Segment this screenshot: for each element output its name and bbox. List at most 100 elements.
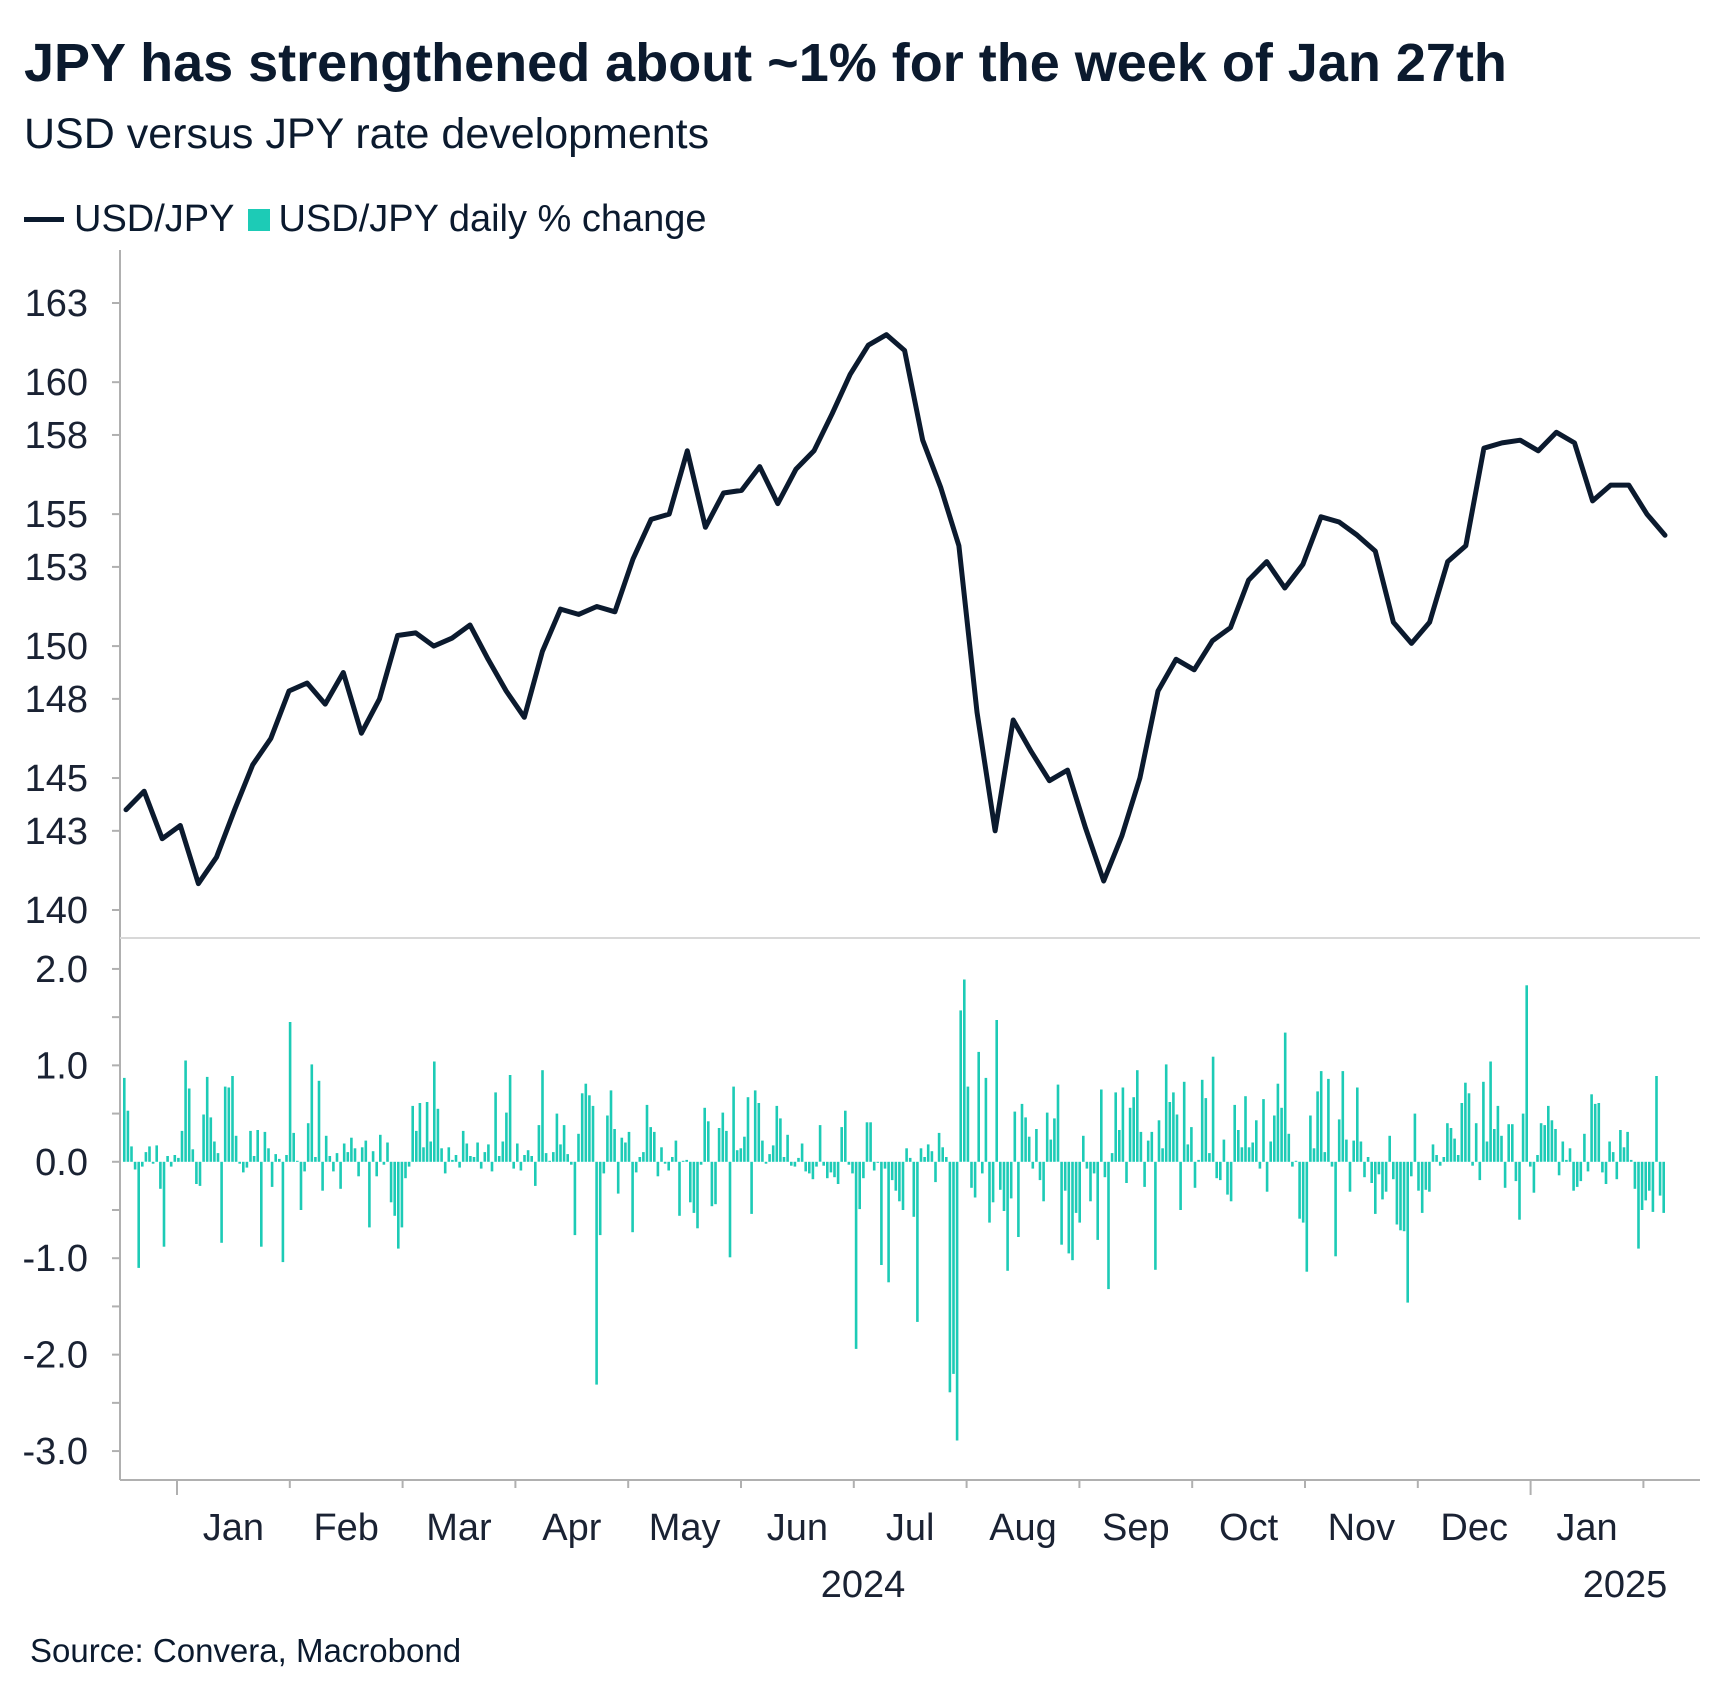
- daily-change-bar: [1337, 1119, 1341, 1162]
- daily-change-bar: [292, 1132, 295, 1162]
- daily-change-bar: [937, 1132, 941, 1162]
- daily-change-bar: [397, 1161, 400, 1249]
- daily-change-bar: [1655, 1076, 1658, 1162]
- daily-change-bar: [653, 1131, 656, 1162]
- daily-change-bar: [1420, 1161, 1424, 1213]
- daily-change-bar: [1175, 1114, 1179, 1162]
- daily-change-bar: [548, 1160, 551, 1162]
- daily-change-bar: [267, 1148, 270, 1162]
- daily-change-bar: [245, 1161, 249, 1168]
- daily-change-bar: [854, 1161, 858, 1349]
- bar-series: [123, 979, 1665, 1441]
- daily-change-bar: [400, 1161, 404, 1228]
- daily-change-bar: [1485, 1141, 1489, 1162]
- daily-change-bar: [624, 1142, 627, 1162]
- year-label: 2024: [821, 1564, 906, 1606]
- daily-change-bar: [779, 1118, 782, 1162]
- daily-change-bar: [1529, 1161, 1532, 1167]
- daily-change-bar: [1525, 985, 1528, 1162]
- daily-change-bar: [811, 1161, 815, 1180]
- month-label: Feb: [313, 1507, 378, 1549]
- daily-change-bar: [1128, 1107, 1132, 1162]
- daily-change-bar: [544, 1153, 548, 1162]
- daily-change-bar: [231, 1076, 234, 1162]
- daily-change-bar: [1197, 1159, 1200, 1162]
- daily-change-bar: [768, 1154, 771, 1162]
- month-label: Nov: [1328, 1507, 1396, 1549]
- daily-change-bar: [1240, 1147, 1244, 1162]
- daily-change-bar: [303, 1161, 306, 1172]
- daily-change-bar: [952, 1161, 955, 1374]
- daily-change-bar: [609, 1090, 613, 1162]
- daily-change-bar: [126, 1110, 130, 1162]
- daily-change-bar: [1150, 1131, 1154, 1162]
- daily-change-bar: [1132, 1097, 1135, 1162]
- daily-change-bar: [829, 1161, 833, 1173]
- daily-change-bar: [1294, 1160, 1298, 1162]
- daily-change-bar: [1273, 1115, 1276, 1162]
- daily-change-bar: [1280, 1107, 1283, 1162]
- daily-change-bar: [743, 1136, 746, 1162]
- daily-change-bar: [710, 1161, 714, 1207]
- month-label: Aug: [989, 1507, 1057, 1549]
- daily-change-bar: [1622, 1147, 1626, 1162]
- daily-change-bar: [660, 1147, 663, 1162]
- daily-change-bar: [1482, 1081, 1485, 1162]
- daily-change-bar: [901, 1161, 905, 1210]
- daily-change-bar: [1601, 1161, 1604, 1173]
- daily-change-bar: [642, 1152, 645, 1162]
- daily-change-bar: [1442, 1157, 1446, 1162]
- daily-change-bar: [1493, 1129, 1496, 1162]
- daily-change-bar: [717, 1128, 721, 1162]
- daily-change-bar: [339, 1161, 342, 1189]
- daily-change-bar: [1341, 1071, 1345, 1162]
- daily-change-bar: [1301, 1161, 1305, 1223]
- daily-change-bar: [422, 1147, 425, 1162]
- daily-change-bar: [1356, 1087, 1359, 1162]
- daily-change-bar: [317, 1080, 321, 1162]
- daily-change-bar: [130, 1146, 133, 1162]
- daily-change-bar: [1316, 1091, 1319, 1162]
- daily-change-bar: [1557, 1161, 1561, 1176]
- daily-change-bar: [234, 1135, 238, 1162]
- daily-change-bar: [483, 1152, 487, 1162]
- daily-change-bar: [1244, 1096, 1247, 1162]
- daily-change-bar: [973, 1161, 977, 1198]
- daily-change-bar: [1615, 1161, 1619, 1180]
- daily-change-bar: [552, 1152, 555, 1162]
- daily-change-bar: [1637, 1161, 1640, 1249]
- daily-change-bar: [1215, 1161, 1218, 1179]
- daily-change-bar: [1067, 1161, 1071, 1254]
- daily-change-bar: [1139, 1131, 1143, 1162]
- daily-change-bar: [187, 1088, 191, 1162]
- daily-change-bar: [1604, 1161, 1608, 1184]
- daily-change-bar: [155, 1145, 158, 1162]
- daily-change-bar: [890, 1161, 894, 1181]
- daily-change-bar: [1327, 1078, 1330, 1162]
- daily-change-bar: [1035, 1129, 1038, 1162]
- month-label: Apr: [542, 1507, 601, 1549]
- daily-change-bar: [930, 1151, 934, 1162]
- daily-change-bar: [1619, 1130, 1622, 1162]
- daily-change-bar: [537, 1125, 541, 1162]
- daily-change-bar: [440, 1148, 443, 1162]
- daily-change-bar: [407, 1161, 411, 1167]
- daily-change-bar: [649, 1127, 652, 1162]
- daily-change-bar: [808, 1161, 811, 1174]
- daily-change-bar: [1229, 1161, 1233, 1202]
- daily-change-bar: [123, 1077, 126, 1162]
- daily-change-bar: [955, 1161, 959, 1441]
- daily-change-bar: [645, 1104, 649, 1162]
- daily-change-bar: [519, 1161, 523, 1171]
- daily-change-bar: [1154, 1161, 1157, 1270]
- daily-change-bar: [869, 1122, 872, 1162]
- daily-change-bar: [379, 1134, 382, 1162]
- daily-change-bar: [934, 1161, 937, 1183]
- daily-change-bar: [1539, 1123, 1543, 1162]
- y-tick-label: 163: [25, 283, 88, 325]
- daily-change-bar: [342, 1143, 346, 1162]
- daily-change-bar: [883, 1161, 887, 1169]
- daily-change-bar: [1611, 1152, 1615, 1162]
- daily-change-bar: [707, 1121, 710, 1162]
